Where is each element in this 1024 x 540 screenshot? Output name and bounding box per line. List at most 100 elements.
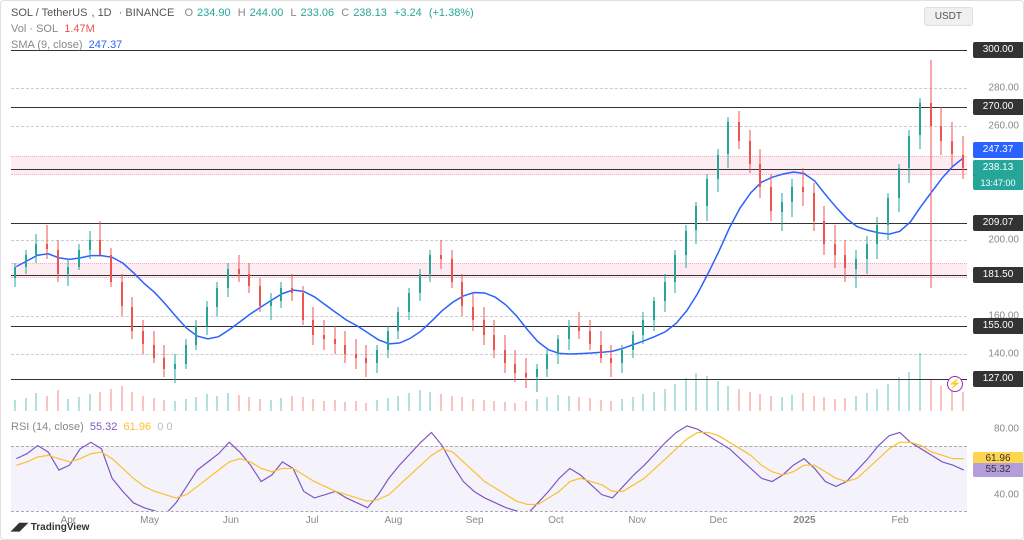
- level-line[interactable]: [11, 275, 967, 276]
- volume-bar: [674, 384, 676, 411]
- sma-value: 247.37: [89, 39, 123, 51]
- interval[interactable]: 1D: [98, 7, 112, 19]
- volume-bar: [429, 392, 431, 411]
- rsi-y-axis[interactable]: 40.0080.0061.9655.32: [969, 421, 1023, 511]
- volume-bar: [376, 400, 378, 411]
- level-line[interactable]: [11, 107, 967, 108]
- high-label: H: [238, 7, 246, 19]
- y-tick: 280.00: [988, 83, 1019, 94]
- rsi-indicator[interactable]: RSI (14, close) 55.32 61.96 0 0: [11, 421, 172, 433]
- volume-bar: [951, 389, 953, 411]
- volume-bar: [57, 390, 59, 411]
- high-value: 244.00: [250, 7, 284, 19]
- volume-bar: [206, 394, 208, 411]
- alert-icon[interactable]: ⚡: [947, 376, 963, 392]
- volume-bar: [653, 392, 655, 411]
- tradingview-logo[interactable]: ◢◤ TradingView: [11, 520, 89, 533]
- volume-bar: [270, 400, 272, 411]
- x-tick: Dec: [710, 515, 728, 526]
- x-tick: Nov: [628, 515, 646, 526]
- level-label: 209.07: [973, 215, 1023, 231]
- volume-bar: [632, 397, 634, 411]
- volume-bar: [387, 398, 389, 411]
- sma-price-label: 247.37: [973, 142, 1023, 158]
- volume-bar: [919, 353, 921, 411]
- volume-bar: [568, 396, 570, 411]
- volume-bar: [142, 396, 144, 411]
- volume-bar: [280, 398, 282, 411]
- volume-bar: [781, 397, 783, 411]
- level-line[interactable]: [11, 379, 967, 380]
- volume-indicator[interactable]: Vol · SOL 1.47M: [11, 23, 95, 35]
- volume-bar: [536, 399, 538, 411]
- volume-bar: [67, 399, 69, 411]
- symbol-pair[interactable]: SOL / TetherUS: [11, 7, 87, 19]
- volume-bar: [908, 372, 910, 411]
- volume-bar: [876, 389, 878, 411]
- volume-bar: [25, 398, 27, 411]
- level-label: 127.00: [973, 371, 1023, 387]
- volume-bar: [717, 381, 719, 411]
- volume-bar: [291, 396, 293, 411]
- volume-bar: [483, 400, 485, 411]
- volume-bar: [131, 392, 133, 411]
- volume-bar: [621, 399, 623, 411]
- volume-bar: [685, 378, 687, 411]
- volume-bar: [216, 396, 218, 411]
- x-tick: Jul: [306, 515, 319, 526]
- volume-bar: [302, 397, 304, 411]
- volume-bar: [110, 389, 112, 411]
- price-zone: [11, 156, 967, 175]
- low-value: 233.06: [301, 7, 335, 19]
- level-label: 155.00: [973, 318, 1023, 334]
- volume-bar: [195, 397, 197, 411]
- chart-container: SOL / TetherUS, 1D · BINANCE O234.90 H24…: [0, 0, 1024, 540]
- currency-button[interactable]: USDT: [924, 7, 973, 26]
- volume-bar: [802, 393, 804, 411]
- level-label: 270.00: [973, 99, 1023, 115]
- rsi-y-tick: 40.00: [994, 489, 1019, 500]
- volume-bar: [525, 401, 527, 411]
- volume-bar: [727, 386, 729, 411]
- level-line[interactable]: [11, 50, 967, 51]
- time-x-axis[interactable]: AprMayJunJulAugSepOctNovDec2025Feb: [11, 515, 967, 531]
- level-line[interactable]: [11, 169, 967, 170]
- volume-bar: [887, 384, 889, 411]
- rsi-pane[interactable]: [11, 421, 967, 511]
- volume-bar: [259, 399, 261, 411]
- volume-bar: [185, 399, 187, 411]
- volume-bar: [855, 396, 857, 411]
- level-label: 300.00: [973, 42, 1023, 58]
- open-value: 234.90: [197, 7, 231, 19]
- volume-bar: [440, 394, 442, 411]
- rsi-v1: 55.32: [90, 421, 118, 433]
- volume-bar: [504, 402, 506, 411]
- volume-bar: [78, 397, 80, 411]
- sma-indicator[interactable]: SMA (9, close) 247.37: [11, 39, 122, 51]
- level-label: 181.50: [973, 267, 1023, 283]
- volume-bar: [930, 380, 932, 411]
- level-line[interactable]: [11, 326, 967, 327]
- rsi-value-label: 55.32: [973, 463, 1023, 477]
- volume-bar: [153, 398, 155, 411]
- price-y-axis[interactable]: 140.00160.00200.00260.00280.00300.00270.…: [969, 31, 1023, 411]
- volume-bar: [397, 396, 399, 411]
- volume-bar: [898, 377, 900, 411]
- close-label: C: [341, 7, 349, 19]
- volume-bar: [546, 397, 548, 411]
- volume-bar: [770, 396, 772, 411]
- volume-bar: [344, 402, 346, 411]
- volume-bar: [227, 393, 229, 411]
- volume-bar: [238, 395, 240, 411]
- volume-bar: [706, 376, 708, 411]
- volume-bar: [408, 393, 410, 411]
- x-tick: Feb: [891, 515, 908, 526]
- volume-bar: [461, 397, 463, 411]
- volume-bar: [248, 397, 250, 411]
- volume-bar: [99, 392, 101, 411]
- rsi-y-tick: 80.00: [994, 424, 1019, 435]
- chart-header: SOL / TetherUS, 1D · BINANCE O234.90 H24…: [11, 7, 478, 19]
- x-tick: Sep: [466, 515, 484, 526]
- volume-bar: [834, 399, 836, 411]
- current-price-label: 238.13: [973, 160, 1023, 176]
